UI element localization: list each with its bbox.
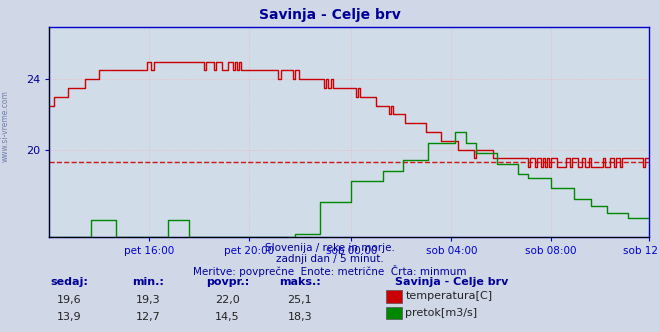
Text: maks.:: maks.: — [279, 277, 321, 287]
Text: zadnji dan / 5 minut.: zadnji dan / 5 minut. — [275, 254, 384, 264]
Text: 18,3: 18,3 — [287, 312, 312, 322]
Text: sedaj:: sedaj: — [50, 277, 88, 287]
Text: min.:: min.: — [132, 277, 164, 287]
Text: 19,6: 19,6 — [57, 295, 82, 305]
Text: www.si-vreme.com: www.si-vreme.com — [1, 90, 10, 162]
Text: Meritve: povprečne  Enote: metrične  Črta: minmum: Meritve: povprečne Enote: metrične Črta:… — [192, 265, 467, 277]
Text: Slovenija / reke in morje.: Slovenija / reke in morje. — [264, 243, 395, 253]
Text: Savinja - Celje brv: Savinja - Celje brv — [395, 277, 509, 287]
Text: Savinja - Celje brv: Savinja - Celje brv — [258, 8, 401, 22]
Text: 14,5: 14,5 — [215, 312, 240, 322]
Text: temperatura[C]: temperatura[C] — [405, 291, 492, 301]
Text: povpr.:: povpr.: — [206, 277, 249, 287]
Text: 12,7: 12,7 — [136, 312, 161, 322]
Text: 13,9: 13,9 — [57, 312, 82, 322]
Text: pretok[m3/s]: pretok[m3/s] — [405, 308, 477, 318]
Text: 25,1: 25,1 — [287, 295, 312, 305]
Text: 22,0: 22,0 — [215, 295, 240, 305]
Text: 19,3: 19,3 — [136, 295, 161, 305]
